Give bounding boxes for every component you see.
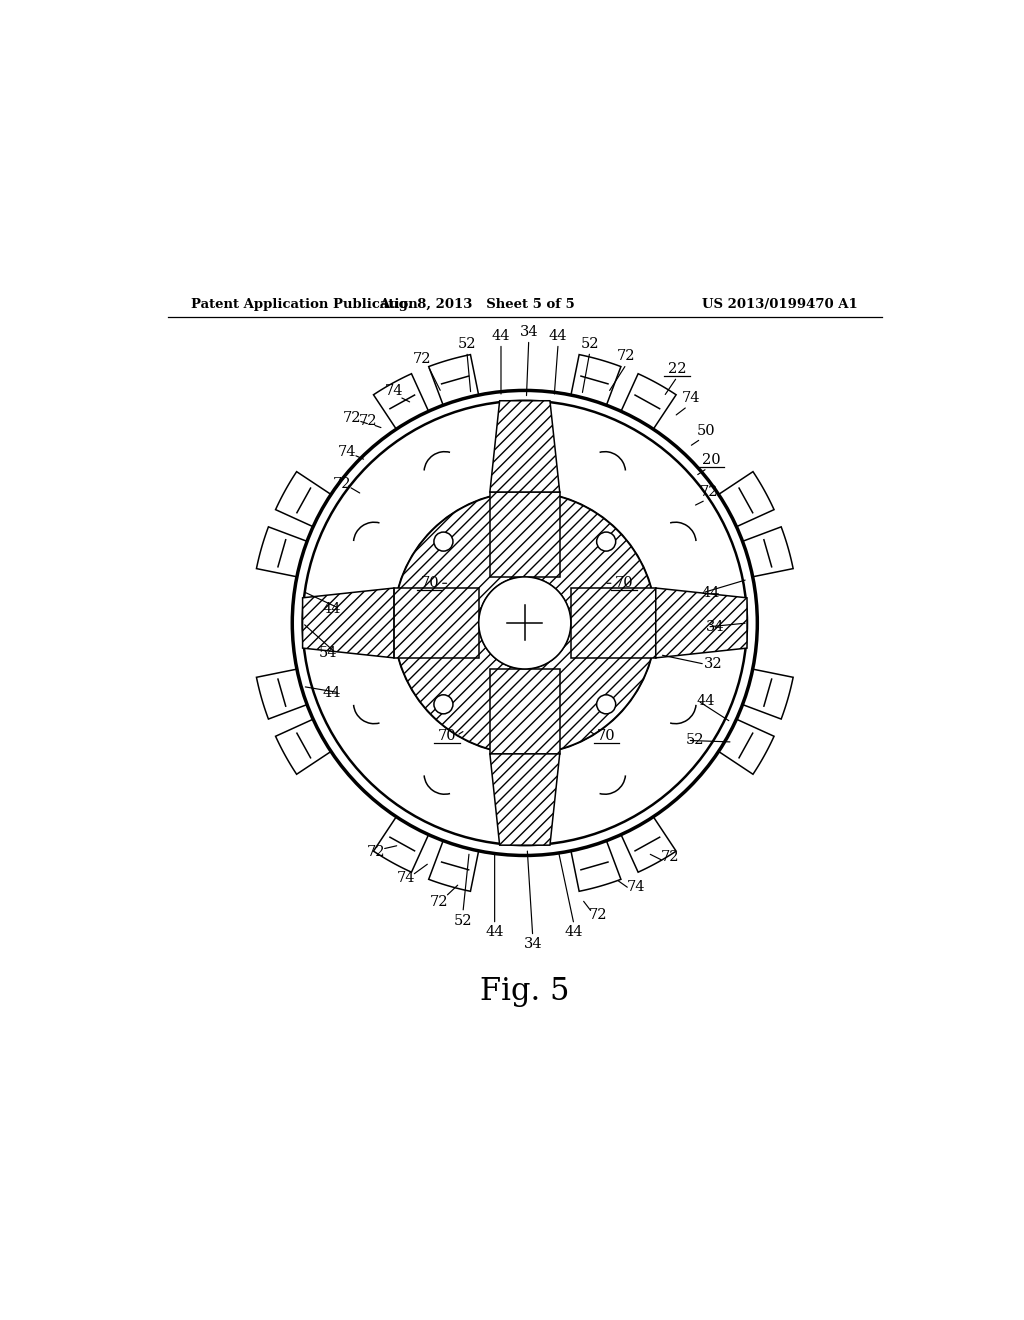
Text: 34: 34 xyxy=(706,620,725,634)
Text: 72: 72 xyxy=(430,895,449,909)
Polygon shape xyxy=(571,841,621,891)
Polygon shape xyxy=(489,754,560,845)
Polygon shape xyxy=(489,492,560,577)
Polygon shape xyxy=(570,587,655,657)
Text: 44: 44 xyxy=(323,602,341,615)
Text: 44: 44 xyxy=(549,329,567,343)
Text: Aug. 8, 2013   Sheet 5 of 5: Aug. 8, 2013 Sheet 5 of 5 xyxy=(379,298,575,312)
Text: 72: 72 xyxy=(617,350,636,363)
Text: 72: 72 xyxy=(660,850,679,865)
Text: US 2013/0199470 A1: US 2013/0199470 A1 xyxy=(702,298,858,312)
Circle shape xyxy=(479,577,570,669)
Text: 74: 74 xyxy=(396,871,415,886)
Polygon shape xyxy=(719,471,774,527)
Polygon shape xyxy=(621,817,676,873)
Circle shape xyxy=(597,694,615,714)
Polygon shape xyxy=(429,355,478,405)
Polygon shape xyxy=(742,669,794,719)
Text: 70: 70 xyxy=(597,729,615,743)
Text: 44: 44 xyxy=(701,586,720,599)
Polygon shape xyxy=(528,627,655,754)
Text: 44: 44 xyxy=(323,686,341,700)
Text: 72: 72 xyxy=(699,484,718,499)
Text: 74: 74 xyxy=(682,391,700,405)
Circle shape xyxy=(394,492,655,754)
Polygon shape xyxy=(655,587,748,657)
Text: 74: 74 xyxy=(627,880,645,894)
Circle shape xyxy=(597,532,615,552)
Text: 74: 74 xyxy=(338,445,356,459)
Text: 70: 70 xyxy=(437,729,457,743)
Text: 32: 32 xyxy=(703,657,722,671)
Text: 34: 34 xyxy=(523,937,542,952)
Polygon shape xyxy=(256,527,307,577)
Text: 20: 20 xyxy=(702,453,721,467)
Text: 44: 44 xyxy=(696,694,715,708)
Polygon shape xyxy=(394,587,479,657)
Polygon shape xyxy=(394,627,521,754)
Text: 70: 70 xyxy=(420,577,439,590)
Text: 50: 50 xyxy=(696,424,715,438)
Polygon shape xyxy=(394,492,521,619)
Polygon shape xyxy=(528,492,655,619)
Text: Patent Application Publication: Patent Application Publication xyxy=(191,298,418,312)
Polygon shape xyxy=(275,719,331,775)
Polygon shape xyxy=(489,401,560,492)
Text: 52: 52 xyxy=(581,337,599,351)
Circle shape xyxy=(292,391,758,855)
Text: 52: 52 xyxy=(686,734,705,747)
Text: 54: 54 xyxy=(318,645,337,660)
Polygon shape xyxy=(742,527,794,577)
Polygon shape xyxy=(719,719,774,775)
Text: 44: 44 xyxy=(492,329,510,343)
Text: 72: 72 xyxy=(589,908,607,921)
Text: Fig. 5: Fig. 5 xyxy=(480,977,569,1007)
Circle shape xyxy=(434,532,453,552)
Polygon shape xyxy=(374,374,429,429)
Text: 74: 74 xyxy=(385,384,403,399)
Text: 44: 44 xyxy=(485,925,504,940)
Text: 70: 70 xyxy=(614,577,633,590)
Text: 34: 34 xyxy=(519,325,538,339)
Text: 72: 72 xyxy=(358,413,377,428)
Polygon shape xyxy=(374,817,429,873)
Text: 44: 44 xyxy=(565,925,584,940)
Polygon shape xyxy=(256,669,307,719)
Polygon shape xyxy=(303,587,394,657)
Polygon shape xyxy=(489,669,560,754)
Polygon shape xyxy=(621,374,676,429)
Circle shape xyxy=(434,694,453,714)
Text: 72: 72 xyxy=(367,845,385,858)
Text: 52: 52 xyxy=(458,337,476,351)
Text: 72: 72 xyxy=(333,477,351,491)
Text: 72: 72 xyxy=(343,412,361,425)
Text: 52: 52 xyxy=(454,913,472,928)
Text: 22: 22 xyxy=(668,362,686,376)
Polygon shape xyxy=(275,471,331,527)
Polygon shape xyxy=(571,355,621,405)
Polygon shape xyxy=(429,841,478,891)
Text: 72: 72 xyxy=(413,352,431,367)
